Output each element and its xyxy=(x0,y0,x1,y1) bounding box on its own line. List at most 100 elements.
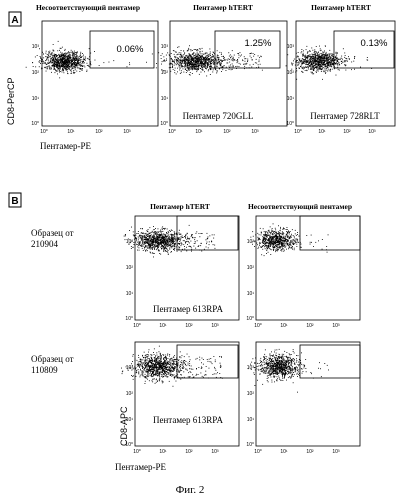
event-dot xyxy=(164,240,165,241)
event-dot xyxy=(303,53,304,54)
event-dot xyxy=(302,68,303,69)
event-dot xyxy=(336,75,337,76)
event-dot xyxy=(177,47,178,48)
event-dot xyxy=(324,71,325,72)
row1-sample-line2: 210904 xyxy=(31,239,59,249)
event-dot xyxy=(165,372,166,373)
event-dot xyxy=(322,58,323,59)
event-dot xyxy=(150,372,151,373)
event-dot xyxy=(75,60,76,61)
event-dot xyxy=(83,61,84,62)
event-dot xyxy=(159,250,160,251)
event-dot xyxy=(207,239,208,240)
event-dot xyxy=(197,58,198,59)
event-dot xyxy=(180,57,181,58)
event-dot xyxy=(72,67,73,68)
event-dot xyxy=(312,61,313,62)
event-dot xyxy=(154,231,155,232)
event-dot xyxy=(183,68,184,69)
event-dot xyxy=(194,239,195,240)
event-dot xyxy=(354,57,355,58)
event-dot xyxy=(199,236,200,237)
event-dot xyxy=(214,62,215,63)
event-dot xyxy=(51,54,52,55)
event-dot xyxy=(73,66,74,67)
event-dot xyxy=(319,64,320,65)
event-dot xyxy=(263,228,264,229)
event-dot xyxy=(174,61,175,62)
event-dot xyxy=(174,231,175,232)
event-dot xyxy=(161,58,162,59)
event-dot xyxy=(312,69,313,70)
event-dot xyxy=(246,63,247,64)
event-dot xyxy=(144,249,145,250)
event-dot xyxy=(305,64,306,65)
event-dot xyxy=(53,64,54,65)
event-dot xyxy=(165,243,166,244)
event-dot xyxy=(163,354,164,355)
event-dot xyxy=(194,67,195,68)
event-dot xyxy=(173,69,174,70)
event-dot xyxy=(53,66,54,67)
event-dot xyxy=(226,67,227,68)
event-dot xyxy=(282,234,283,235)
event-dot xyxy=(158,240,159,241)
event-dot xyxy=(194,63,195,64)
event-dot xyxy=(67,71,68,72)
event-dot xyxy=(206,61,207,62)
event-dot xyxy=(54,67,55,68)
event-dot xyxy=(316,64,317,65)
event-dot xyxy=(149,227,150,228)
event-dot xyxy=(308,51,309,52)
event-dot xyxy=(332,56,333,57)
event-dot xyxy=(199,64,200,65)
event-dot xyxy=(260,64,261,65)
event-dot xyxy=(153,246,154,247)
event-dot xyxy=(85,58,86,59)
event-dot xyxy=(289,234,290,235)
event-dot xyxy=(191,366,192,367)
event-dot xyxy=(201,65,202,66)
event-dot xyxy=(315,242,316,243)
a2-xtick-2: 10² xyxy=(223,129,231,135)
event-dot xyxy=(315,55,316,56)
event-dot xyxy=(317,54,318,55)
event-dot xyxy=(109,62,110,63)
event-dot xyxy=(274,236,275,237)
event-dot xyxy=(322,68,323,69)
event-dot xyxy=(43,61,44,62)
event-dot xyxy=(326,59,327,60)
event-dot xyxy=(166,248,167,249)
event-dot xyxy=(133,231,134,232)
panel-b-letter: B xyxy=(11,196,18,207)
event-dot xyxy=(312,54,313,55)
event-dot xyxy=(39,60,40,61)
event-dot xyxy=(75,65,76,66)
event-dot xyxy=(141,245,142,246)
event-dot xyxy=(277,245,278,246)
event-dot xyxy=(175,240,176,241)
event-dot xyxy=(49,65,50,66)
event-dot xyxy=(148,241,149,242)
event-dot xyxy=(193,56,194,57)
event-dot xyxy=(326,70,327,71)
event-dot xyxy=(202,59,203,60)
event-dot xyxy=(150,249,151,250)
event-dot xyxy=(261,247,262,248)
event-dot xyxy=(320,56,321,57)
event-dot xyxy=(309,50,310,51)
event-dot xyxy=(137,365,138,366)
event-dot xyxy=(212,234,213,235)
event-dot xyxy=(291,234,292,235)
event-dot xyxy=(292,64,293,65)
event-dot xyxy=(82,53,83,54)
event-dot xyxy=(260,56,261,57)
event-dot xyxy=(167,229,168,230)
event-dot xyxy=(161,374,162,375)
event-dot xyxy=(276,250,277,251)
event-dot xyxy=(282,233,283,234)
event-dot xyxy=(156,379,157,380)
event-dot xyxy=(306,67,307,68)
event-dot xyxy=(145,247,146,248)
event-dot xyxy=(76,55,77,56)
